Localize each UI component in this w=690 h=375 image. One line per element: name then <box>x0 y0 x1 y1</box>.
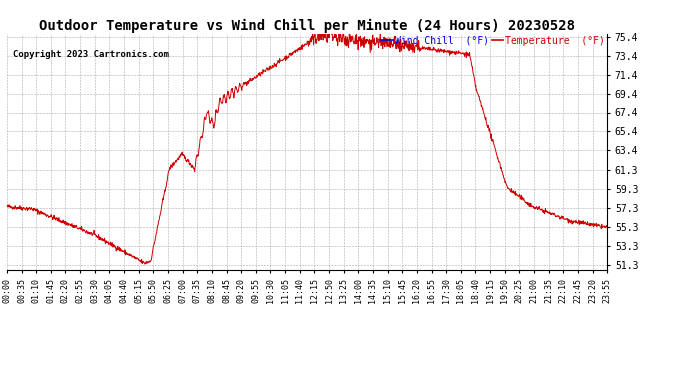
Legend: Wind Chill  (°F), Temperature  (°F): Wind Chill (°F), Temperature (°F) <box>382 36 605 46</box>
Title: Outdoor Temperature vs Wind Chill per Minute (24 Hours) 20230528: Outdoor Temperature vs Wind Chill per Mi… <box>39 18 575 33</box>
Text: Copyright 2023 Cartronics.com: Copyright 2023 Cartronics.com <box>13 50 169 59</box>
